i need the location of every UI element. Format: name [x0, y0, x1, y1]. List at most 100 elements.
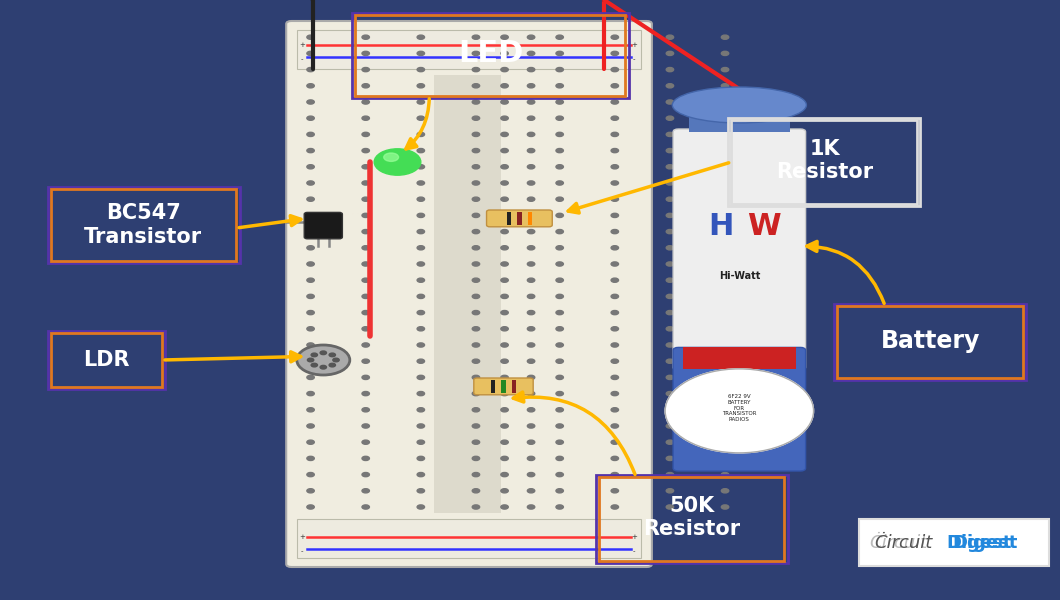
Circle shape	[611, 488, 619, 493]
Text: H: H	[708, 212, 734, 241]
Circle shape	[666, 294, 674, 298]
Circle shape	[418, 392, 424, 396]
Circle shape	[501, 213, 509, 217]
Circle shape	[666, 246, 674, 250]
Circle shape	[666, 343, 674, 347]
Circle shape	[611, 132, 619, 136]
Circle shape	[307, 35, 315, 39]
Circle shape	[527, 376, 534, 379]
Circle shape	[363, 197, 370, 202]
Circle shape	[501, 343, 509, 347]
Circle shape	[556, 213, 564, 217]
Circle shape	[363, 116, 370, 120]
Circle shape	[611, 229, 619, 234]
Circle shape	[473, 181, 480, 185]
Circle shape	[473, 246, 480, 250]
Circle shape	[721, 148, 729, 153]
Circle shape	[473, 197, 480, 202]
Circle shape	[473, 164, 480, 169]
Circle shape	[666, 473, 674, 476]
Circle shape	[666, 359, 674, 363]
Circle shape	[556, 392, 564, 396]
Circle shape	[611, 424, 619, 428]
Circle shape	[418, 424, 424, 428]
Circle shape	[666, 148, 674, 153]
Circle shape	[473, 132, 480, 136]
Circle shape	[329, 363, 335, 367]
Circle shape	[363, 213, 370, 217]
Circle shape	[363, 408, 370, 412]
Circle shape	[666, 262, 674, 266]
Circle shape	[363, 132, 370, 136]
Circle shape	[611, 376, 619, 379]
Circle shape	[363, 456, 370, 461]
Bar	[501, 380, 506, 393]
Text: Ċircuit: Ċircuit	[869, 534, 928, 552]
Circle shape	[384, 153, 399, 161]
Circle shape	[611, 343, 619, 347]
Circle shape	[527, 294, 534, 298]
Circle shape	[501, 132, 509, 136]
Circle shape	[363, 440, 370, 444]
Circle shape	[611, 505, 619, 509]
Circle shape	[721, 164, 729, 169]
Circle shape	[721, 35, 729, 39]
Circle shape	[527, 164, 534, 169]
Circle shape	[666, 408, 674, 412]
Circle shape	[666, 440, 674, 444]
Circle shape	[307, 376, 315, 379]
Circle shape	[307, 67, 315, 72]
Circle shape	[501, 278, 509, 283]
Circle shape	[363, 67, 370, 72]
Circle shape	[527, 51, 534, 55]
Circle shape	[418, 83, 424, 88]
Circle shape	[527, 326, 534, 331]
Circle shape	[666, 376, 674, 379]
Circle shape	[374, 149, 421, 175]
Circle shape	[721, 456, 729, 461]
Circle shape	[666, 132, 674, 136]
Circle shape	[297, 345, 350, 375]
Circle shape	[556, 311, 564, 314]
Circle shape	[501, 246, 509, 250]
Circle shape	[307, 311, 315, 314]
Circle shape	[611, 100, 619, 104]
Bar	[683, 347, 796, 369]
Circle shape	[307, 246, 315, 250]
Circle shape	[527, 505, 534, 509]
Circle shape	[556, 359, 564, 363]
Circle shape	[721, 505, 729, 509]
Text: LED: LED	[458, 40, 524, 68]
Ellipse shape	[672, 87, 807, 123]
Circle shape	[721, 197, 729, 202]
Circle shape	[307, 456, 315, 461]
Circle shape	[501, 83, 509, 88]
Circle shape	[307, 51, 315, 55]
Circle shape	[721, 83, 729, 88]
Circle shape	[418, 246, 424, 250]
Circle shape	[473, 100, 480, 104]
Text: Battery: Battery	[881, 329, 981, 353]
Circle shape	[666, 35, 674, 39]
Circle shape	[611, 392, 619, 396]
Bar	[512, 380, 516, 393]
Circle shape	[501, 164, 509, 169]
Circle shape	[307, 262, 315, 266]
Circle shape	[363, 376, 370, 379]
Circle shape	[556, 246, 564, 250]
Circle shape	[666, 100, 674, 104]
Circle shape	[501, 181, 509, 185]
Circle shape	[307, 197, 315, 202]
Circle shape	[418, 505, 424, 509]
Circle shape	[501, 505, 509, 509]
Circle shape	[307, 343, 315, 347]
Circle shape	[473, 424, 480, 428]
Circle shape	[527, 343, 534, 347]
Circle shape	[556, 440, 564, 444]
FancyBboxPatch shape	[304, 212, 342, 239]
Circle shape	[556, 408, 564, 412]
Circle shape	[721, 229, 729, 234]
Circle shape	[527, 132, 534, 136]
Circle shape	[611, 294, 619, 298]
Circle shape	[501, 311, 509, 314]
